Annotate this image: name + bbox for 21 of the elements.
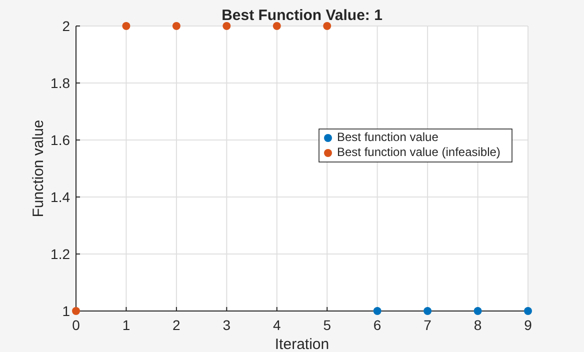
y-tick-label: 1: [62, 303, 70, 319]
x-tick-label: 2: [172, 317, 181, 333]
y-tick-label: 2: [62, 18, 70, 34]
x-tick-label: 1: [122, 317, 130, 333]
y-tick-label: 1.8: [50, 75, 70, 91]
x-axis-title: Iteration: [274, 336, 330, 352]
y-tick-label: 1.2: [50, 246, 70, 262]
chart-title: Best Function Value: 1: [222, 7, 382, 24]
legend-label: Best function value: [337, 130, 439, 144]
x-tick-label: 6: [373, 317, 382, 333]
x-tick-label: 8: [474, 317, 482, 333]
x-tick-label: 0: [72, 317, 80, 333]
x-tick-label: 5: [323, 317, 332, 333]
y-tick-label: 1.4: [50, 189, 70, 205]
x-tick-label: 3: [222, 317, 231, 333]
y-tick-label: 1.6: [50, 132, 70, 148]
x-tick-label: 9: [524, 317, 532, 333]
legend-label: Best function value (infeasible): [337, 145, 500, 159]
x-tick-label: 7: [424, 317, 432, 333]
y-axis-title: Function value: [30, 120, 47, 218]
x-tick-label: 4: [272, 317, 281, 333]
